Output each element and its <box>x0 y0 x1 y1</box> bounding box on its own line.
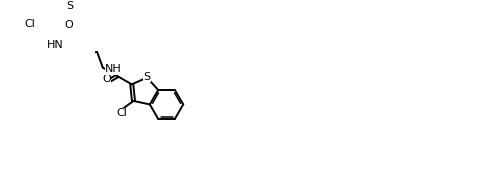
Text: Cl: Cl <box>24 19 35 29</box>
Text: S: S <box>66 1 73 11</box>
Text: Cl: Cl <box>117 108 127 118</box>
Text: S: S <box>143 72 150 82</box>
Text: NH: NH <box>105 64 122 74</box>
Text: O: O <box>64 20 73 30</box>
Text: HN: HN <box>47 40 64 50</box>
Text: O: O <box>102 74 111 84</box>
